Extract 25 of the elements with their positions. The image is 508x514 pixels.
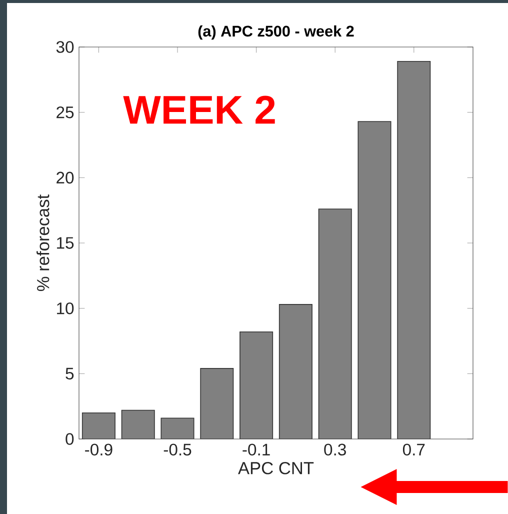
bar — [240, 331, 274, 439]
y-tick-label: 0 — [66, 433, 74, 445]
bar — [397, 60, 431, 439]
x-tick-label: -0.5 — [164, 444, 192, 456]
y-tick-label: 25 — [56, 106, 74, 118]
y-tick-label: 30 — [56, 41, 74, 53]
annotation: WEEK 2 — [123, 96, 275, 124]
bar — [160, 418, 194, 439]
y-tick-label: 10 — [57, 302, 74, 314]
bar — [121, 410, 155, 439]
y-tick-label: 5 — [66, 368, 74, 380]
chart-title: (a) APC z500 - week 2 — [198, 25, 354, 40]
y-axis-title: % reforecast — [36, 194, 50, 292]
x-tick-label: 0.3 — [324, 444, 346, 456]
bar — [200, 368, 234, 439]
x-tick-label: 0.7 — [402, 444, 425, 456]
bar — [278, 304, 312, 439]
x-axis-title: APC CNT — [238, 462, 314, 474]
y-tick-label: 20 — [56, 172, 74, 184]
x-tick-label: -0.9 — [85, 444, 112, 456]
bar — [358, 121, 392, 439]
bar — [82, 412, 116, 439]
x-tick-label: -0.1 — [242, 444, 270, 456]
bar — [318, 208, 352, 439]
y-tick-label: 15 — [57, 237, 74, 249]
